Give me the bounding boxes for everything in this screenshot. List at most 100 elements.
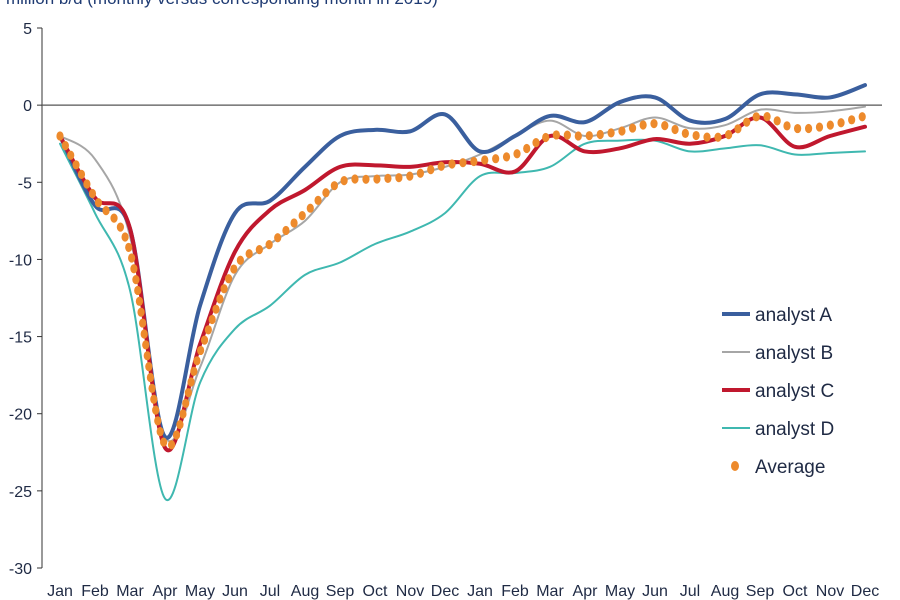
average-dot [502, 152, 511, 162]
legend-label: analyst C [755, 381, 834, 402]
legend-label: analyst B [755, 343, 833, 364]
average-dot [858, 112, 866, 122]
average-dot [274, 233, 282, 243]
average-dot [88, 188, 97, 199]
legend-label: analyst D [755, 419, 834, 440]
average-dot [351, 174, 359, 184]
average-dot [255, 245, 263, 255]
average-dot [703, 132, 711, 142]
average-dot [574, 131, 582, 141]
average-dot [143, 351, 151, 361]
average-dot [94, 198, 103, 208]
x-tick-label: Jul [680, 583, 700, 600]
average-dot [236, 255, 244, 265]
y-tick-label: -15 [9, 330, 32, 347]
average-dot [125, 242, 133, 253]
average-dot [290, 218, 298, 228]
average-dot [61, 141, 69, 151]
x-tick-label: Sep [326, 583, 355, 600]
average-dot [681, 128, 689, 138]
average-dot [448, 159, 456, 169]
legend-label: analyst A [755, 305, 832, 326]
average-dot [427, 165, 435, 175]
x-tick-label: Feb [81, 583, 109, 600]
x-tick-label: Feb [501, 583, 529, 600]
average-dot [204, 325, 212, 335]
y-tick-label: -25 [9, 484, 32, 501]
average-dot [481, 155, 489, 165]
average-dot [470, 156, 478, 167]
average-dot [160, 437, 168, 447]
average-dot [67, 150, 75, 160]
average-dot [152, 405, 160, 415]
average-dot [145, 362, 153, 372]
average-dot [743, 117, 751, 127]
average-dot [563, 130, 571, 140]
x-tick-label: Aug [291, 583, 319, 600]
average-dot [121, 232, 129, 242]
average-dot [182, 398, 190, 408]
average-dot [172, 430, 181, 440]
average-dot [137, 307, 145, 317]
average-dot [135, 296, 144, 306]
average-dot [156, 427, 164, 437]
average-dot [406, 171, 414, 181]
x-tick-label: Sep [746, 583, 775, 600]
average-dot [459, 158, 467, 168]
average-dot [532, 138, 540, 148]
average-dot [72, 160, 80, 170]
y-axis: 5 0 -5 -10 -15 -20 -25 -30 [9, 21, 882, 578]
average-dot [56, 131, 64, 141]
x-tick-label: Mar [536, 583, 564, 600]
average-dot [282, 225, 290, 236]
average-dot [373, 174, 381, 184]
y-tick-label: -30 [9, 561, 32, 578]
average-dot [804, 123, 813, 134]
average-dot [362, 174, 370, 184]
average-dot [671, 124, 679, 135]
average-dot [725, 130, 733, 140]
legend: analyst A analyst B analyst C analyst D Aver… [722, 305, 834, 478]
average-dot [154, 416, 162, 426]
legend-item-analyst-c: analyst C [722, 381, 834, 402]
x-tick-label: Oct [783, 583, 808, 600]
x-tick-label: Jan [47, 583, 73, 600]
y-tick-label: 0 [23, 98, 32, 115]
average-dot [187, 377, 195, 387]
legend-item-analyst-d: analyst D [722, 419, 834, 440]
average-dot [225, 274, 233, 284]
series-line-analyst-a [58, 83, 867, 440]
legend-item-analyst-a: analyst A [722, 305, 832, 326]
legend-item-analyst-b: analyst B [722, 343, 833, 364]
x-tick-label: Jun [222, 583, 248, 600]
average-dot [714, 132, 722, 142]
x-tick-label: Apr [153, 583, 179, 600]
average-dot [216, 294, 224, 304]
average-dot [146, 372, 155, 383]
average-dot [639, 120, 647, 130]
x-tick-label: Dec [431, 583, 459, 600]
chart-subtitle: million b/d (monthly versus correspondin… [6, 0, 438, 8]
average-dot [628, 123, 637, 133]
average-dot [783, 121, 791, 131]
average-dot [83, 179, 91, 189]
average-dot [230, 264, 238, 274]
average-dot [102, 205, 110, 216]
average-dot [140, 329, 148, 339]
average-dot [208, 314, 216, 325]
average-dot [618, 126, 626, 136]
average-dot [384, 173, 392, 183]
average-dot [150, 394, 158, 404]
y-tick-label: -10 [9, 252, 32, 269]
x-tick-label: May [185, 583, 215, 600]
average-dot [130, 264, 138, 274]
average-dot [596, 129, 604, 140]
average-dot [148, 383, 156, 393]
average-dot [322, 188, 330, 198]
x-tick-label: Nov [396, 583, 424, 600]
series-layer [56, 83, 867, 502]
average-dot [773, 116, 781, 126]
average-dot [661, 120, 669, 131]
average-dot [734, 124, 742, 134]
average-dot [142, 340, 150, 350]
